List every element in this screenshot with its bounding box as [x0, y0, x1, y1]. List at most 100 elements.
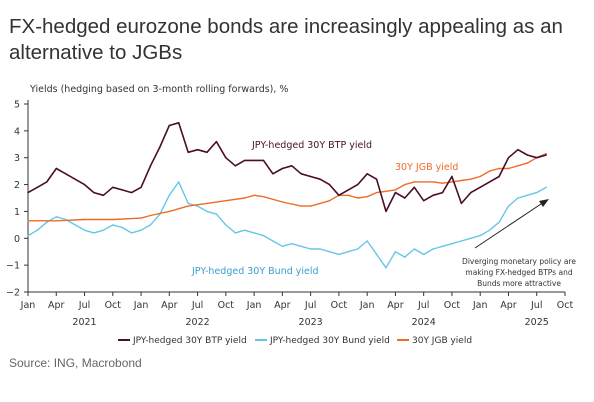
data-point-bund	[178, 181, 180, 183]
x-tick-label: Apr	[48, 300, 65, 311]
data-point-bund	[309, 248, 312, 250]
data-point-bund	[83, 229, 86, 231]
x-axis: Jan Apr Jul Oct Jan Apr Jul Oct Jan Apr Jul Oct Jan A…	[20, 291, 573, 328]
y-tick-label: 2	[14, 180, 20, 191]
data-point-bund	[291, 243, 293, 245]
data-point-btp	[130, 191, 133, 194]
data-point-bund	[27, 234, 29, 237]
data-point-btp	[159, 146, 161, 148]
data-point-btp	[375, 178, 378, 180]
data-point-jgb	[460, 179, 463, 182]
y-tick-label: 4	[14, 126, 20, 137]
data-point-jgb	[112, 218, 114, 221]
data-point-jgb	[357, 197, 359, 199]
x-tick-label: Apr	[274, 300, 291, 311]
data-point-jgb	[375, 191, 378, 194]
data-point-jgb	[432, 181, 434, 183]
y-tick-label: −1	[6, 261, 20, 272]
data-point-jgb	[488, 170, 491, 172]
data-point-jgb	[300, 205, 302, 207]
x-tick-label: Oct	[218, 300, 235, 311]
data-point-bund	[470, 237, 472, 239]
x-year-label: 2022	[185, 317, 209, 328]
data-point-bund	[300, 245, 302, 247]
data-point-bund	[498, 221, 500, 223]
data-point-jgb	[347, 194, 349, 196]
x-tick-label: Oct	[444, 300, 461, 311]
data-point-jgb	[385, 190, 387, 192]
data-point-btp	[112, 186, 114, 188]
data-point-btp	[140, 186, 142, 188]
series-line-bund	[27, 181, 547, 269]
data-point-bund	[328, 251, 331, 253]
data-point-jgb	[498, 167, 500, 170]
data-point-btp	[394, 191, 397, 194]
data-point-btp	[357, 183, 359, 186]
btp-annotation: JPY-hedged 30Y BTP yield	[251, 140, 372, 151]
data-point-jgb	[83, 218, 86, 221]
data-point-btp	[432, 194, 434, 196]
data-point-bund	[413, 248, 415, 250]
data-point-bund	[338, 253, 340, 256]
data-point-jgb	[187, 205, 189, 207]
data-point-jgb	[27, 220, 29, 222]
data-point-bund	[319, 248, 321, 250]
data-point-jgb	[441, 182, 444, 184]
data-point-btp	[83, 183, 86, 186]
data-point-bund	[130, 232, 133, 234]
jgb-annotation: 30Y JGB yield	[395, 162, 458, 173]
data-point-jgb	[225, 200, 227, 202]
data-point-btp	[460, 202, 463, 205]
data-point-jgb	[517, 165, 519, 167]
x-tick-label: Jul	[78, 300, 90, 311]
legend-label-bund: JPY-hedged 30Y Bund yield	[269, 336, 390, 346]
x-tick-label: Apr	[500, 300, 517, 311]
data-point-jgb	[394, 189, 397, 191]
data-point-jgb	[545, 153, 547, 155]
data-point-jgb	[149, 214, 152, 217]
y-tick-label: 3	[14, 153, 20, 164]
data-point-bund	[281, 245, 284, 247]
data-point-bund	[432, 248, 434, 250]
data-point-btp	[36, 186, 39, 188]
data-point-btp	[291, 165, 293, 167]
data-point-bund	[441, 245, 444, 247]
data-point-btp	[385, 210, 387, 213]
data-point-jgb	[262, 196, 265, 198]
data-point-btp	[234, 165, 236, 167]
data-point-jgb	[309, 205, 312, 207]
data-point-btp	[65, 173, 67, 175]
data-point-jgb	[206, 202, 208, 205]
data-point-bund	[149, 224, 152, 226]
data-point-btp	[441, 191, 444, 194]
data-point-btp	[366, 173, 368, 175]
legend: JPY-hedged 30Y BTP yield JPY-hedged 30Y …	[118, 336, 472, 346]
y-ticks: −2 −1 0 1 2 3 4 5	[6, 100, 29, 299]
x-tick-label: Jan	[472, 300, 488, 311]
data-point-btp	[526, 154, 528, 156]
data-point-jgb	[55, 220, 57, 222]
data-point-btp	[149, 165, 152, 167]
data-point-bund	[507, 205, 510, 207]
data-point-bund	[404, 256, 406, 258]
data-point-bund	[102, 229, 105, 231]
data-point-bund	[121, 226, 123, 229]
data-point-btp	[300, 173, 302, 175]
data-point-bund	[451, 243, 453, 245]
data-point-btp	[328, 183, 331, 186]
data-point-btp	[451, 175, 453, 178]
data-point-bund	[479, 234, 481, 237]
series-bund	[27, 181, 547, 269]
data-point-btp	[262, 159, 265, 162]
data-point-bund	[347, 251, 349, 253]
series-lines	[27, 122, 547, 269]
y-axis-label: Yields (hedging based on 3-month rolling…	[29, 84, 288, 95]
data-point-bund	[253, 232, 255, 234]
note-arrow-head	[539, 199, 549, 207]
data-point-bund	[196, 205, 199, 207]
data-point-bund	[55, 216, 57, 218]
series-btp	[27, 122, 547, 213]
x-tick-label: Jan	[133, 300, 149, 311]
data-point-bund	[168, 194, 170, 196]
